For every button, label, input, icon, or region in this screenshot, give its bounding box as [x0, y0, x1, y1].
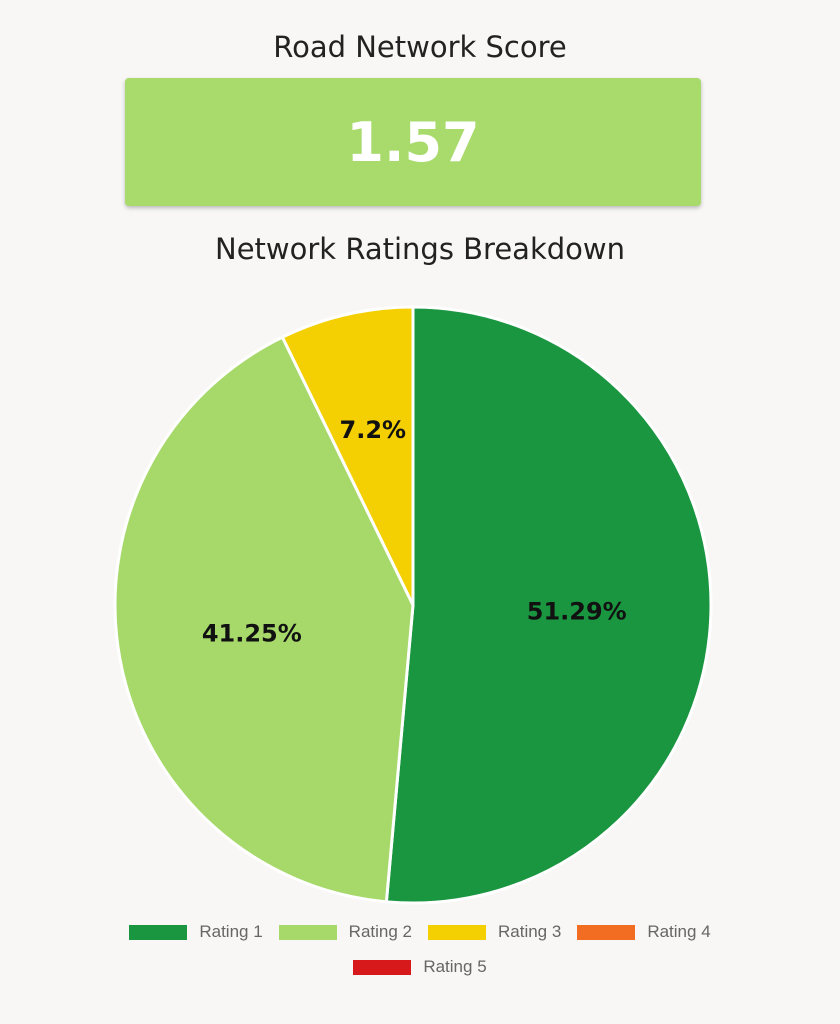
chart-title: Network Ratings Breakdown — [215, 232, 625, 266]
legend-row-1: Rating 1 Rating 2 Rating 3 Rating 4 — [0, 922, 840, 942]
pie-slice-rating-3[interactable] — [280, 305, 415, 606]
legend-item-rating-1[interactable]: Rating 1 — [129, 922, 263, 942]
slice-label-rating-1: 51.29% — [527, 597, 627, 625]
legend-swatch — [353, 959, 412, 975]
legend-swatch — [278, 924, 337, 940]
legend-item-rating-5[interactable]: Rating 5 — [353, 957, 487, 977]
score-title: Road Network Score — [273, 30, 567, 64]
legend-swatch — [577, 924, 636, 940]
legend-label: Rating 4 — [647, 922, 711, 941]
score-value: 1.57 — [346, 110, 480, 174]
legend-swatch — [129, 924, 188, 940]
legend-label: Rating 5 — [423, 957, 487, 976]
legend-item-rating-2[interactable]: Rating 2 — [278, 922, 412, 942]
pie-slice-rating-1[interactable] — [384, 305, 713, 905]
legend-label: Rating 2 — [348, 922, 412, 941]
legend-label: Rating 3 — [498, 922, 562, 941]
score-box: 1.57 — [125, 78, 701, 206]
legend-swatch — [428, 924, 486, 940]
slice-label-rating-3: 7.2% — [340, 416, 407, 444]
legend-item-rating-4[interactable]: Rating 4 — [577, 922, 711, 942]
legend-row-2: Rating 5 — [0, 957, 840, 977]
legend-label: Rating 1 — [199, 922, 263, 941]
legend-item-rating-3[interactable]: Rating 3 — [428, 922, 561, 942]
pie-slice-rating-2[interactable] — [113, 335, 415, 904]
slice-label-rating-2: 41.25% — [202, 620, 302, 648]
